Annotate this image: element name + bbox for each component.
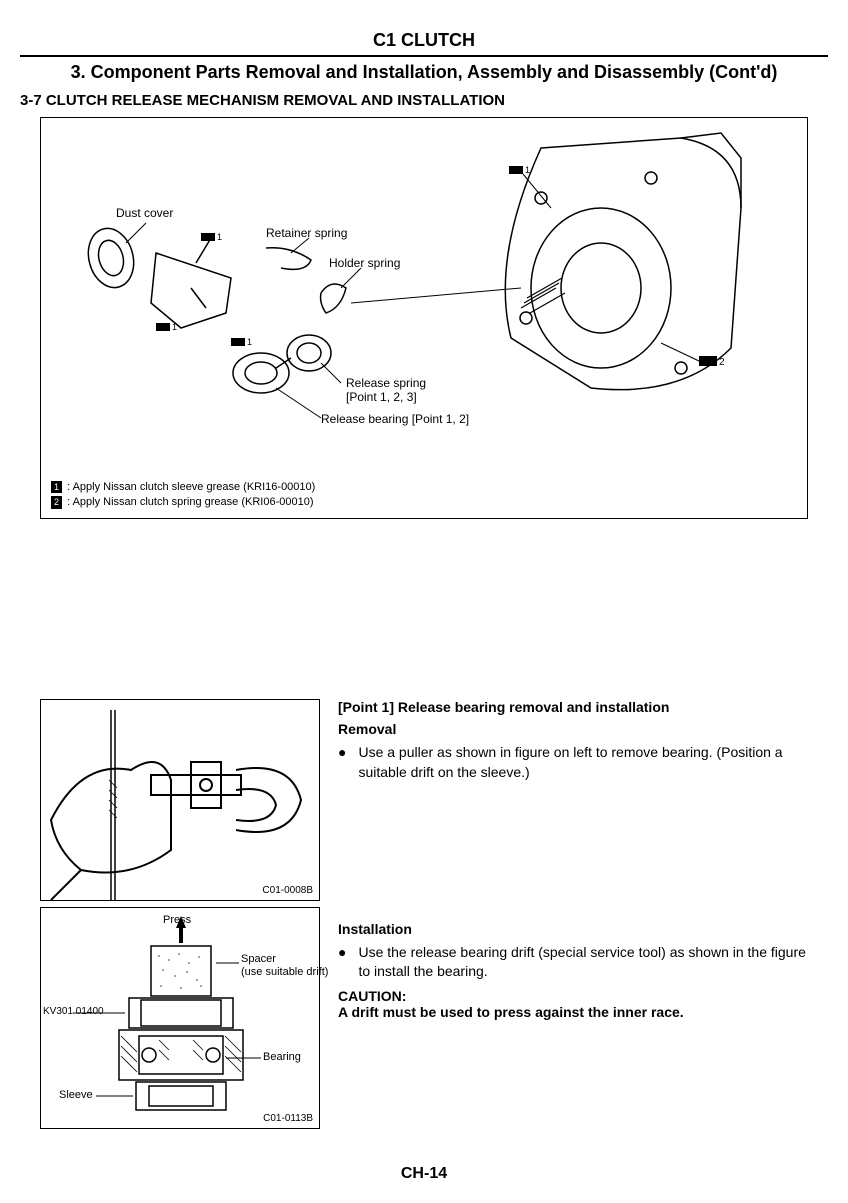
caution-text: A drift must be used to press against th… [338,1004,808,1020]
subsection-title: 3-7 CLUTCH RELEASE MECHANISM REMOVAL AND… [20,92,828,109]
label-release-spring: Release spring [346,376,426,390]
diagram-svg: 2 1 1 1 1 [51,128,811,448]
grease-note-1: : Apply Nissan clutch sleeve grease (KRI… [67,481,315,493]
figure-puller-svg [41,700,321,900]
grease-marker-1: 1 [51,481,62,494]
install-heading: Installation [338,921,808,937]
label-release-bearing: Release bearing [Point 1, 2] [321,412,469,426]
section-title: 3. Component Parts Removal and Installat… [20,61,828,84]
grease-notes: 1 : Apply Nissan clutch sleeve grease (K… [51,480,315,511]
grease-marker-2: 2 [51,496,62,509]
figure-puller: C01-0008B [40,699,320,901]
label-bearing: Bearing [263,1051,301,1063]
label-retainer-spring: Retainer spring [266,226,347,240]
label-sleeve: Sleeve [59,1089,93,1101]
main-diagram-frame: 2 1 1 1 1 Dust cover Retainer spring Hol… [40,117,808,519]
removal-heading: Removal [338,721,808,737]
svg-text:2: 2 [719,357,725,368]
label-spacer-note: (use suitable drift) [241,966,328,978]
point1-title: [Point 1] Release bearing removal and in… [338,699,808,715]
label-spacer: Spacer [241,953,276,965]
label-press: Press [163,914,191,926]
label-holder-spring: Holder spring [329,256,400,270]
label-dust-cover: Dust cover [116,206,173,220]
svg-text:1: 1 [172,322,177,332]
diagram-canvas: 2 1 1 1 1 Dust cover Retainer spring Hol… [51,128,797,448]
svg-text:1: 1 [247,337,252,347]
figure1-code: C01-0008B [262,885,313,896]
caution-heading: CAUTION: [338,988,808,1004]
header-divider [20,55,828,57]
grease-note-2: : Apply Nissan clutch spring grease (KRI… [67,496,313,508]
figure-press: Press Spacer (use suitable drift) KV301 … [40,907,320,1129]
figure2-code: C01-0113B [263,1113,313,1124]
bullet-icon: ● [338,743,346,782]
removal-bullet-text: Use a puller as shown in figure on left … [358,743,808,782]
page-number: CH-14 [20,1165,828,1183]
label-tool: KV301 01400 [43,1006,104,1017]
bullet-icon: ● [338,943,346,982]
label-release-spring-points: [Point 1, 2, 3] [346,390,417,404]
svg-text:1: 1 [525,165,530,175]
chapter-title: C1 CLUTCH [20,30,828,51]
install-bullet-text: Use the release bearing drift (special s… [358,943,808,982]
svg-text:1: 1 [217,232,222,242]
